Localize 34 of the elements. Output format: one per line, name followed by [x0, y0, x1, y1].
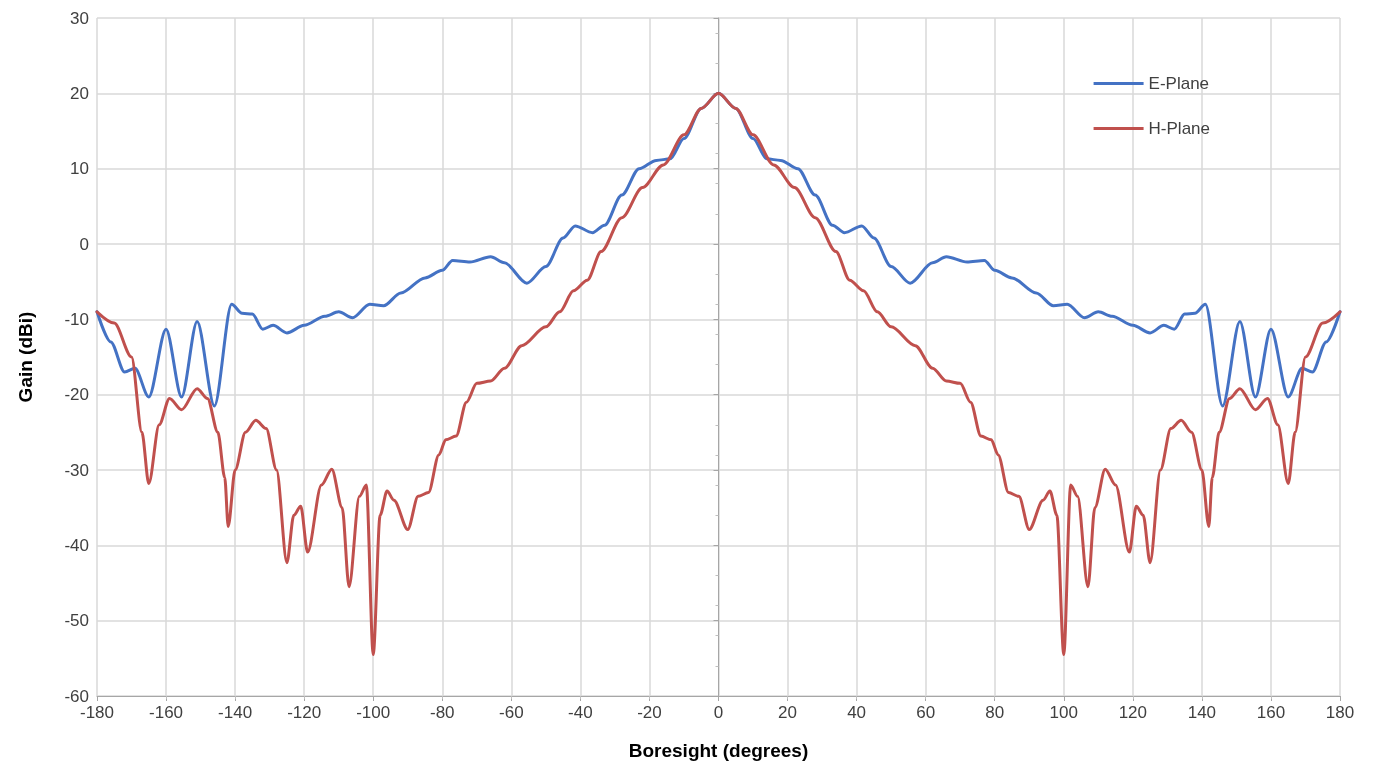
x-tick-label: -80 — [429, 703, 455, 722]
y-tick-label: -30 — [64, 460, 89, 480]
x-tick-label: -60 — [499, 703, 524, 722]
x-tick-label: 80 — [985, 703, 1005, 722]
y-tick-label: -40 — [64, 535, 89, 555]
x-tick-label: -20 — [637, 703, 662, 722]
y-tick-label: 20 — [70, 83, 89, 103]
y-tick-label: 10 — [70, 159, 89, 179]
x-tick-label: 120 — [1118, 703, 1148, 722]
x-tick-label: 160 — [1256, 703, 1286, 722]
x-tick-label: -180 — [79, 703, 115, 722]
x-tick-label: 180 — [1325, 703, 1355, 722]
x-tick-label: 60 — [916, 703, 936, 722]
y-tick-label: -60 — [64, 686, 89, 706]
x-tick-label: -120 — [287, 703, 322, 722]
x-tick-label: -100 — [356, 703, 391, 722]
legend-label: E-Plane — [1148, 74, 1210, 93]
y-tick-label: 0 — [79, 234, 89, 254]
x-tick-label: 0 — [713, 703, 724, 722]
y-axis-title: Gain (dBi) — [15, 311, 36, 403]
x-tick-label: -40 — [568, 703, 593, 722]
x-tick-label: 100 — [1049, 703, 1078, 722]
x-tick-label: -140 — [218, 703, 253, 722]
x-tick-label: 20 — [778, 703, 798, 722]
line-series — [95, 91, 1342, 657]
y-tick-label: -20 — [64, 385, 89, 405]
x-tick-label: -160 — [149, 703, 184, 722]
y-tick-label: -10 — [64, 309, 89, 329]
x-tick-label: 40 — [847, 703, 867, 722]
y-tick-label: 30 — [70, 8, 89, 28]
y-tick-label: -50 — [64, 611, 89, 631]
legend-label: H-Plane — [1148, 119, 1210, 138]
x-axis-title: Boresight (degrees) — [628, 740, 809, 761]
x-tick-label: 140 — [1187, 703, 1217, 722]
